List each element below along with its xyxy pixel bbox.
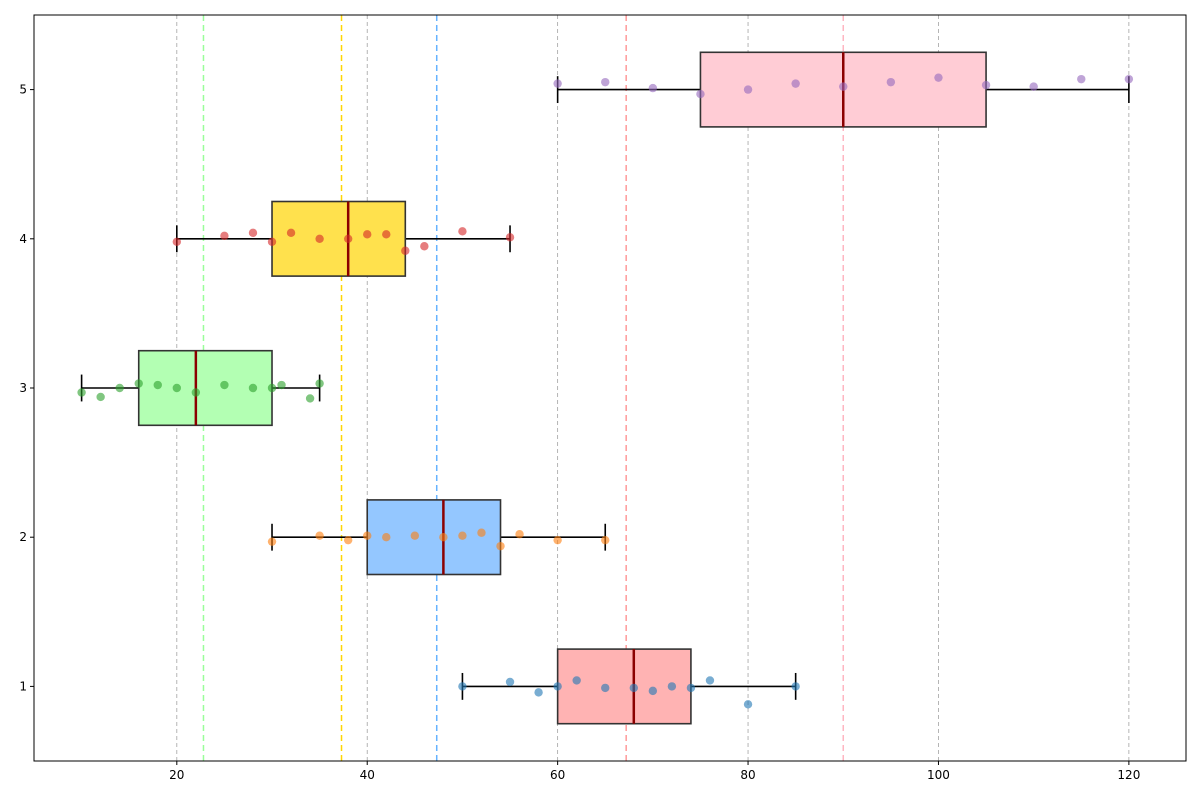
data-point-3 — [134, 379, 143, 388]
data-point-1 — [601, 683, 610, 693]
data-point-1 — [686, 683, 696, 693]
data-point-5 — [981, 80, 991, 90]
data-point-5 — [1077, 74, 1086, 84]
data-point-3 — [248, 383, 258, 393]
data-point-1 — [505, 677, 515, 687]
x-tick-label: 80 — [740, 768, 755, 782]
data-point-3 — [172, 383, 182, 393]
data-point-4 — [343, 234, 353, 243]
data-point-3 — [220, 380, 229, 390]
data-point-2 — [458, 531, 467, 540]
data-point-2 — [553, 535, 562, 545]
data-point-5 — [696, 89, 705, 99]
data-point-5 — [601, 77, 610, 87]
data-point-3 — [77, 388, 86, 397]
data-point-5 — [743, 85, 753, 94]
data-point-1 — [553, 682, 562, 691]
y-axis: 1 2 3 4 5 — [19, 83, 34, 693]
data-point-4 — [363, 230, 372, 239]
data-point-2 — [515, 530, 524, 539]
data-point-1 — [534, 688, 543, 697]
points-layer — [77, 73, 1134, 709]
data-point-3 — [115, 383, 124, 393]
data-point-2 — [410, 531, 420, 540]
data-point-5 — [648, 83, 658, 93]
data-point-4 — [420, 242, 429, 251]
y-tick-label: 4 — [19, 232, 27, 246]
data-point-4 — [220, 231, 229, 241]
data-point-2 — [439, 533, 448, 542]
data-point-4 — [401, 246, 410, 255]
data-point-4 — [267, 237, 277, 246]
data-point-2 — [315, 531, 324, 540]
data-point-1 — [667, 682, 677, 691]
data-point-1 — [572, 676, 581, 685]
box-4 — [271, 200, 407, 277]
data-point-4 — [248, 228, 258, 238]
data-point-5 — [553, 79, 562, 88]
data-point-4 — [382, 230, 391, 239]
data-point-3 — [267, 383, 277, 393]
data-point-2 — [363, 531, 372, 540]
data-point-2 — [267, 537, 277, 546]
data-point-2 — [601, 535, 610, 545]
data-point-5 — [886, 77, 896, 87]
data-point-1 — [629, 683, 639, 693]
data-point-2 — [382, 533, 391, 542]
data-point-3 — [96, 392, 105, 402]
data-point-4 — [458, 227, 467, 236]
y-tick-label: 3 — [19, 381, 27, 395]
data-point-5 — [791, 79, 800, 88]
y-tick-label: 5 — [19, 83, 27, 97]
data-point-1 — [705, 676, 715, 685]
data-point-3 — [315, 379, 324, 388]
data-point-5 — [1029, 82, 1038, 91]
data-point-5 — [839, 82, 848, 91]
y-tick-label: 2 — [19, 530, 27, 544]
data-point-5 — [934, 73, 943, 82]
data-point-2 — [496, 541, 505, 551]
data-point-1 — [458, 682, 467, 691]
data-point-4 — [172, 237, 182, 246]
x-tick-label: 40 — [360, 768, 375, 782]
data-point-4 — [505, 233, 515, 242]
data-point-5 — [1124, 74, 1134, 84]
data-point-1 — [743, 700, 753, 709]
data-point-4 — [315, 234, 324, 243]
x-tick-label: 60 — [550, 768, 565, 782]
y-tick-label: 1 — [19, 679, 27, 693]
data-point-3 — [191, 388, 201, 397]
x-tick-label: 100 — [927, 768, 950, 782]
data-point-2 — [343, 535, 353, 545]
data-point-3 — [277, 380, 286, 390]
data-point-3 — [305, 394, 315, 403]
x-tick-label: 20 — [169, 768, 184, 782]
x-axis: 20 40 60 80 100 120 — [169, 761, 1140, 782]
data-point-4 — [286, 228, 296, 238]
data-point-2 — [477, 528, 486, 537]
boxes-layer — [80, 51, 1130, 725]
data-point-3 — [153, 380, 162, 390]
data-point-1 — [648, 686, 658, 696]
x-tick-label: 120 — [1117, 768, 1140, 782]
data-point-1 — [791, 682, 800, 691]
